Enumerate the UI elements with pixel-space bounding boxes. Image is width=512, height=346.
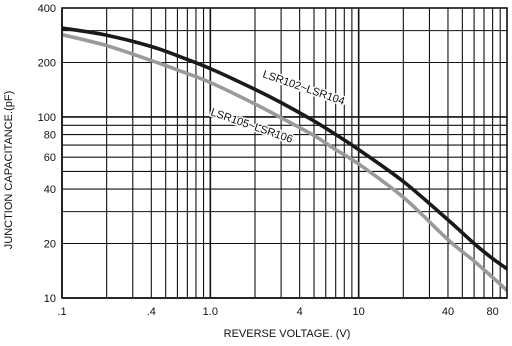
- x-tick-label: 10: [353, 306, 365, 318]
- y-tick-label: 40: [44, 184, 56, 196]
- series-layer: [62, 26, 507, 293]
- y-tick-label: 10: [44, 293, 56, 305]
- y-tick-label: 20: [44, 239, 56, 251]
- y-tick-label: 200: [38, 57, 56, 69]
- series-line-lsr102-lsr104: [62, 26, 507, 271]
- x-axis-title: REVERSE VOLTAGE. (V): [224, 328, 351, 340]
- y-tick-label: 80: [44, 130, 56, 142]
- x-tick-label: 80: [487, 306, 499, 318]
- series-line-lsr105-lsr106: [62, 32, 507, 293]
- y-tick-label: 60: [44, 152, 56, 164]
- y-axis-title: JUNCTION CAPACITANCE.(pF): [3, 91, 15, 250]
- x-tick-label: .4: [147, 306, 156, 318]
- x-tick-label: 1.0: [203, 306, 218, 318]
- minor-grid: [62, 7, 507, 298]
- y-tick-label: 100: [38, 112, 56, 124]
- y-tick-labels: 10 20 40 60 80 100 200 400: [38, 3, 56, 305]
- x-tick-labels: .1 .4 1.0 4 10 40 80: [57, 306, 498, 318]
- x-tick-label: .1: [57, 306, 66, 318]
- x-tick-label: 40: [442, 306, 454, 318]
- series-label: LSR102~LSR104: [261, 68, 346, 107]
- x-tick-label: 4: [297, 306, 303, 318]
- plot-frame: [61, 7, 508, 299]
- y-tick-label: 400: [38, 3, 56, 15]
